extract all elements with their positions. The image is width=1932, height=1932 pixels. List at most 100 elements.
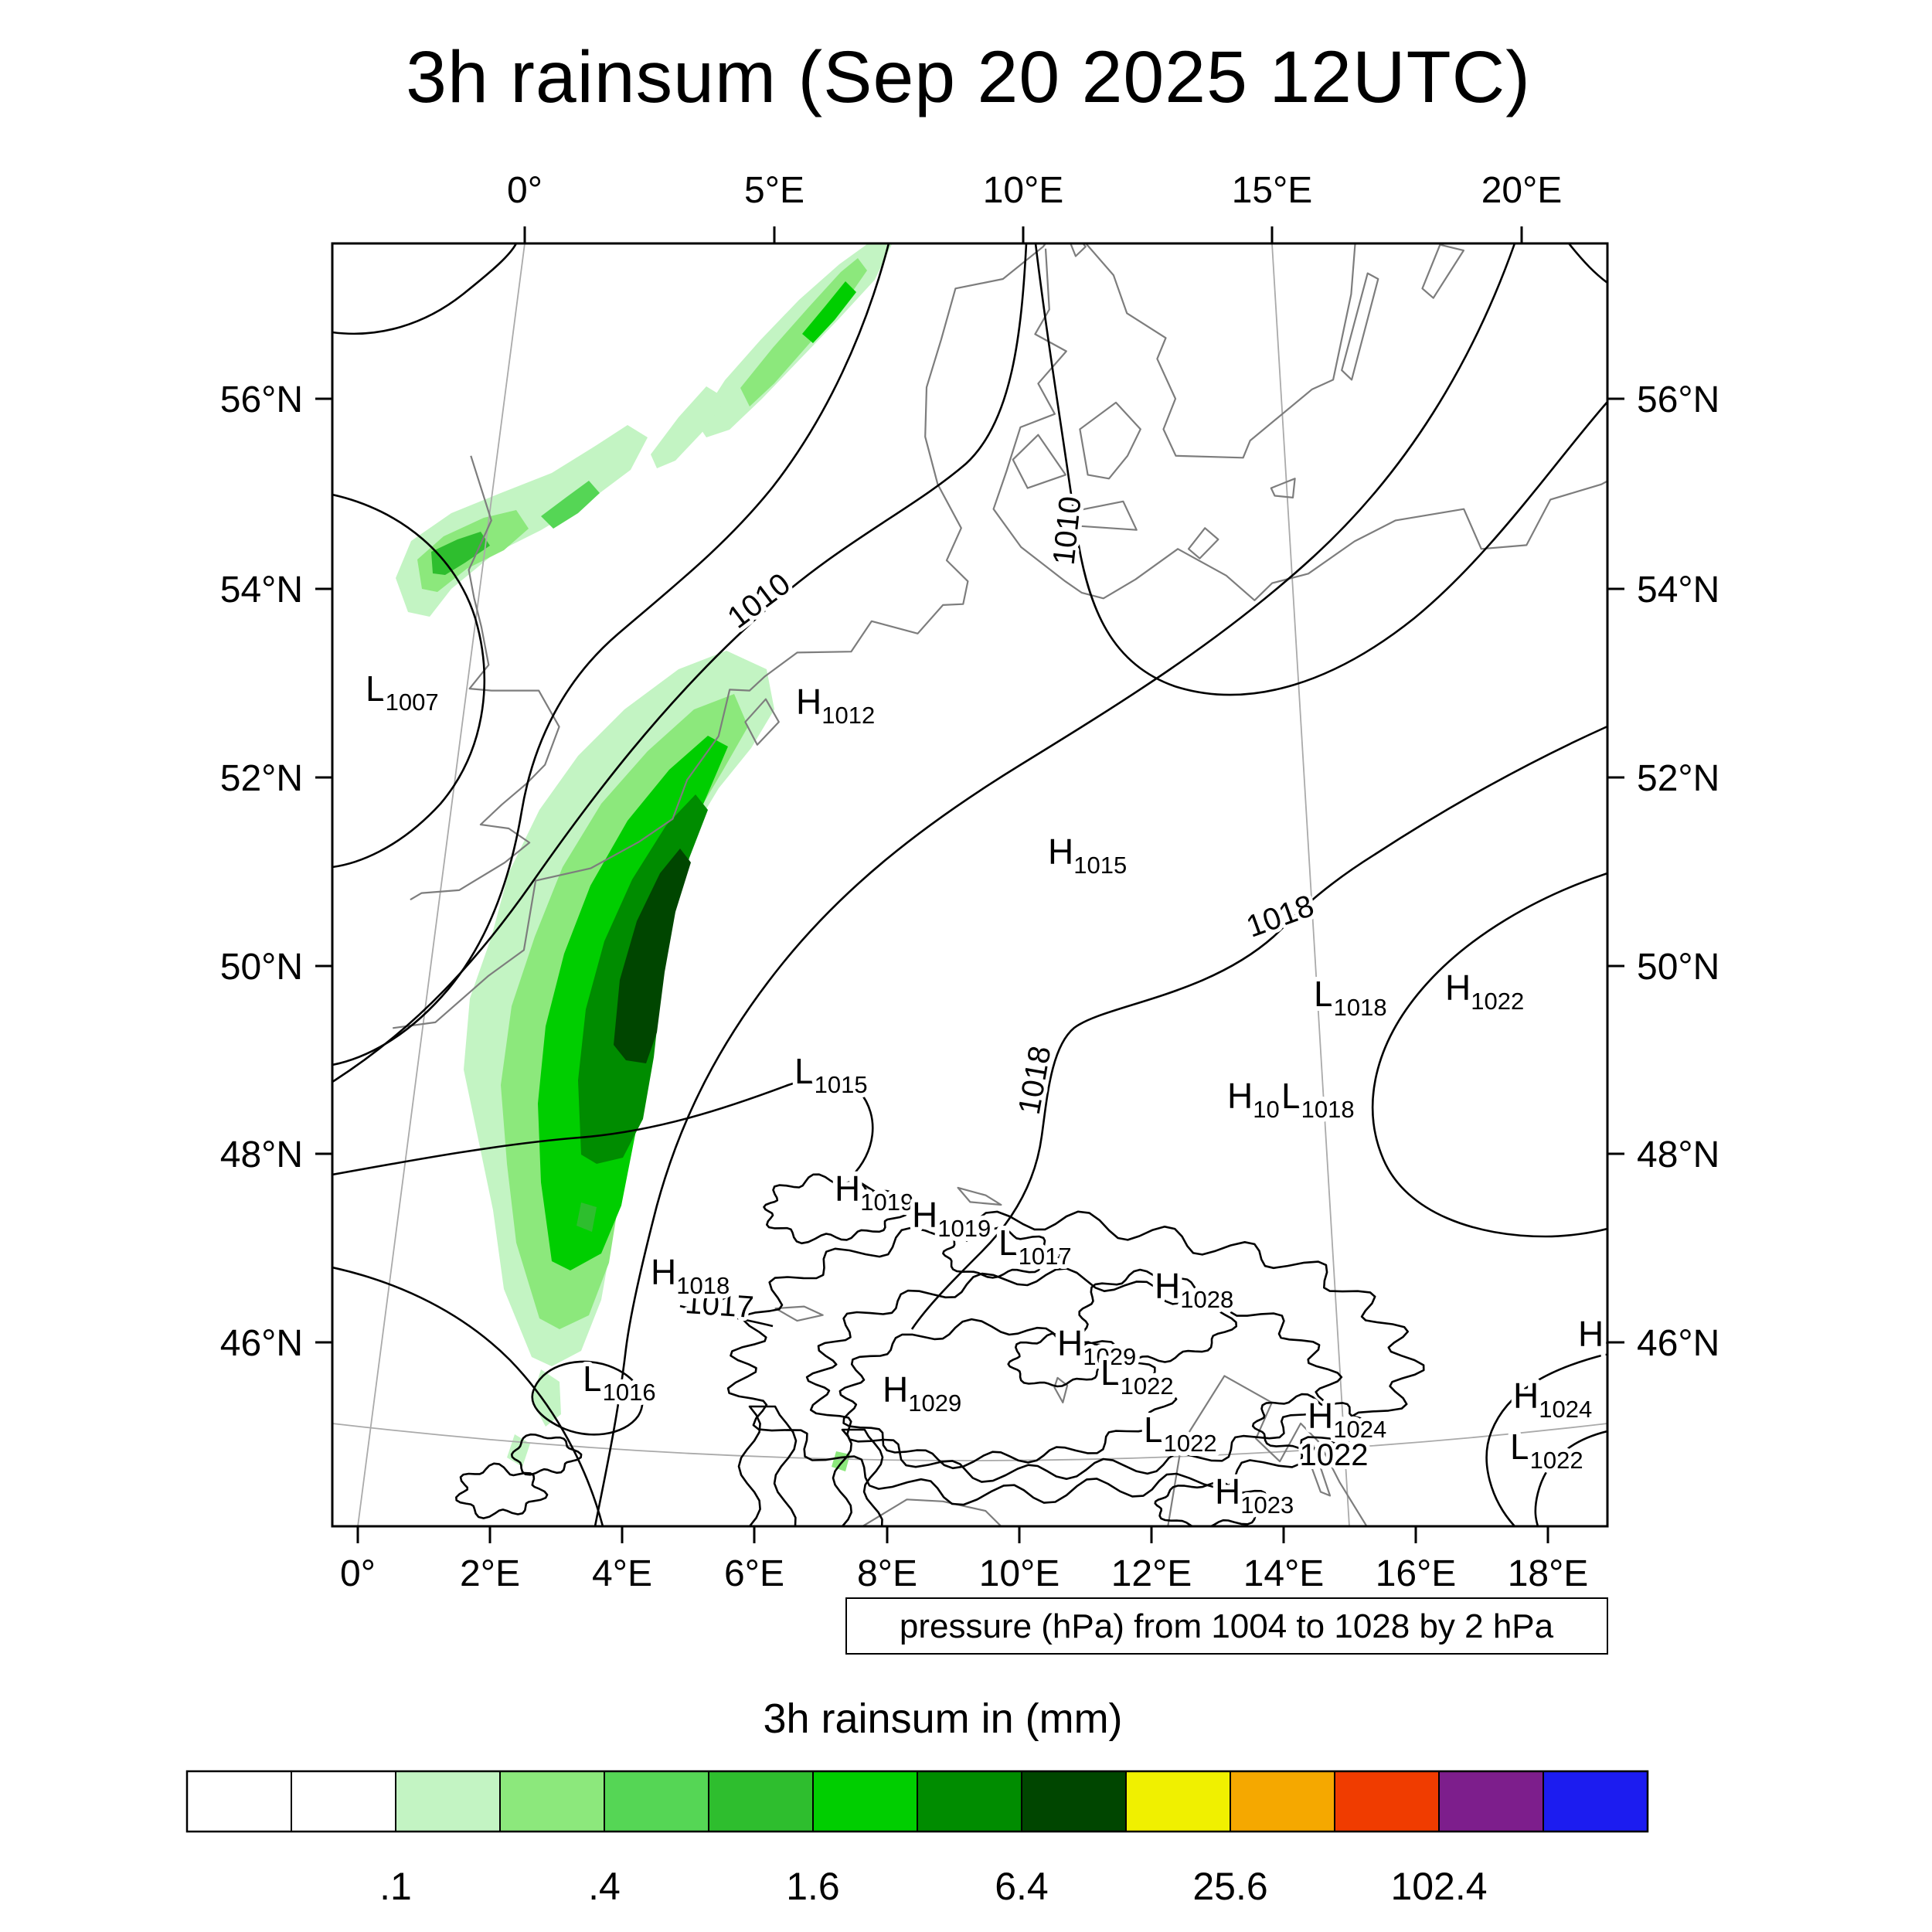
coastline (1012, 434, 1066, 489)
isobar (1034, 243, 1607, 696)
pressure-center-l-1018: L1018 (1314, 974, 1387, 1021)
pressure-center-l-1022: L1022 (1144, 1410, 1217, 1457)
axis-label-left: 52°N (220, 758, 303, 799)
colorbar-segment (1021, 1770, 1127, 1832)
axis-label-top: 20°E (1481, 170, 1563, 211)
pressure-center-letter: H (651, 1252, 676, 1292)
pressure-center-l-1007: L1007 (366, 668, 439, 716)
colorbar-segment (1543, 1770, 1648, 1832)
pressure-center-value: 1022 (1530, 1447, 1583, 1474)
isobar (1371, 872, 1607, 1238)
pressure-center-letter: H (1578, 1314, 1604, 1354)
precip-area (541, 481, 600, 529)
isobar (531, 1360, 644, 1436)
coastline (1304, 1443, 1332, 1497)
pressure-center-letter: H (1155, 1266, 1180, 1306)
coastline (1053, 1376, 1069, 1403)
axis-label-left: 54°N (220, 570, 303, 611)
axis-label-right: 50°N (1637, 947, 1719, 988)
axis-label-left: 48°N (220, 1134, 303, 1175)
coastline (1079, 401, 1141, 480)
isobar (1078, 1268, 1238, 1365)
pressure-center-value: 1028 (1180, 1286, 1233, 1313)
pressure-center-value: 1024 (1604, 1334, 1657, 1361)
pressure-center-letter: L (1510, 1427, 1530, 1467)
isobar (763, 1173, 908, 1245)
isobar (1534, 1430, 1607, 1526)
axis-label-right: 56°N (1637, 379, 1719, 420)
colorbar-segment (604, 1770, 709, 1832)
colorbar-border (185, 1770, 1649, 1833)
isobar (332, 243, 518, 335)
pressure-center-l-1022: L1022 (1510, 1427, 1583, 1474)
pressure-center-l-1015: L1015 (794, 1051, 868, 1098)
colorbar-segment (1438, 1770, 1544, 1832)
coastline (774, 1305, 824, 1322)
isobar (1251, 1393, 1369, 1451)
contour-label: 1022 (1300, 1438, 1369, 1472)
pressure-center-l-1016: L1016 (583, 1359, 656, 1406)
isobar (1154, 1481, 1280, 1526)
axis-label-bottom: 16°E (1376, 1553, 1457, 1594)
pressure-center-h-1029: H1029 (883, 1369, 961, 1417)
pressure-center-h-1019: H1019 (912, 1195, 991, 1242)
isobar (332, 1077, 968, 1243)
pressure-center-letter: L (794, 1051, 815, 1091)
pressure-center-value: 1029 (1083, 1343, 1136, 1370)
pressure-center-h-1028: H1028 (1155, 1266, 1233, 1313)
pressure-center-value: 1015 (1073, 852, 1127, 879)
precip-area (651, 386, 726, 468)
precipitation-shading (396, 244, 892, 1471)
pressure-contours (332, 243, 1607, 1526)
axis-label-bottom: 4°E (592, 1553, 652, 1594)
axis-label-bottom: 8°E (857, 1553, 917, 1594)
colorbar-segment (186, 1770, 292, 1832)
pressure-center-value: 1022 (1164, 1430, 1217, 1457)
isobar (332, 493, 485, 869)
colorbar-segment (1334, 1770, 1440, 1832)
precip-area (802, 281, 856, 343)
pressure-center-value: 1022 (1121, 1372, 1174, 1400)
colorbar-segment (1125, 1770, 1231, 1832)
colorbar-tick-label: 102.4 (1390, 1865, 1487, 1908)
colorbar-segment (812, 1770, 918, 1832)
pressure-center-h-10: H10 (1227, 1076, 1280, 1123)
pressure-center-value: 1007 (386, 689, 439, 716)
coastline (1341, 272, 1379, 381)
page-title: 3h rainsum (Sep 20 2025 12UTC) (406, 36, 1531, 118)
colorbar-tick-label: 1.6 (786, 1865, 840, 1908)
pressure-center-value: 1016 (603, 1379, 656, 1406)
axis-label-top: 0° (507, 170, 543, 211)
contour-label: 1018 (1242, 889, 1318, 944)
coastline (410, 455, 560, 901)
isobar (332, 1266, 604, 1526)
colorbar-title: 3h rainsum in (mm) (763, 1696, 1122, 1742)
colorbar-segment (708, 1770, 814, 1832)
isobar (510, 1433, 583, 1476)
coastline (1070, 243, 1087, 257)
isobar (1485, 1352, 1607, 1526)
colorbar-tick-label: 25.6 (1192, 1865, 1267, 1908)
isobar (838, 1318, 1178, 1470)
pressure-center-letter: H (1513, 1376, 1539, 1416)
pressure-center-value: 1017 (1019, 1243, 1072, 1270)
pressure-center-h-1022: H1022 (1445, 968, 1524, 1015)
coastline (1421, 243, 1464, 299)
pressure-center-l-1018: L1018 (1281, 1076, 1355, 1123)
pressure-center-h-1023: H1023 (1215, 1471, 1294, 1519)
pressure-caption-box: pressure (hPa) from 1004 to 1028 by 2 hP… (845, 1597, 1608, 1655)
axis-label-bottom: 10°E (979, 1553, 1060, 1594)
axis-label-bottom: 0° (340, 1553, 376, 1594)
pressure-center-value: 1022 (1471, 988, 1524, 1015)
caption-border (845, 1597, 1608, 1655)
pressure-center-letter: H (796, 682, 821, 722)
pressure-center-l-1017: L1017 (998, 1223, 1072, 1270)
pressure-center-letter: H (883, 1369, 908, 1410)
pressure-center-value: 1029 (908, 1389, 961, 1417)
isobar (832, 1428, 884, 1526)
axis-label-right: 52°N (1637, 758, 1719, 799)
colorbar-segment (395, 1770, 501, 1832)
